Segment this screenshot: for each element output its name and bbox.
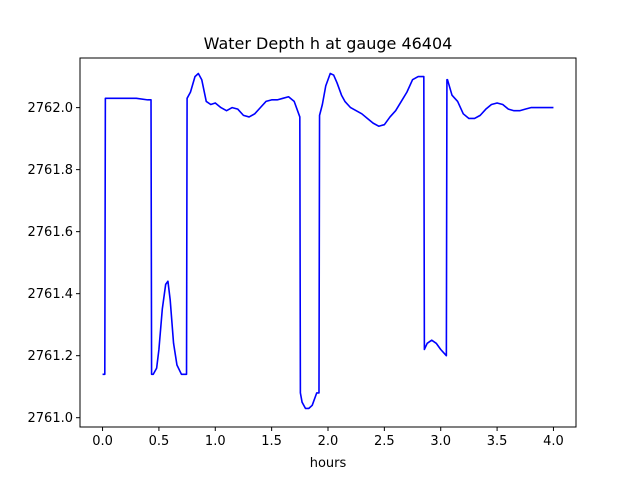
- x-tick-label: 0.0: [92, 434, 113, 449]
- axes-frame: [79, 57, 577, 428]
- plot-area: [102, 72, 554, 410]
- y-tick-label: 2761.0: [28, 411, 74, 426]
- y-tick-label: 2761.8: [28, 163, 74, 178]
- x-tick-label: 1.5: [261, 434, 282, 449]
- chart-title: Water Depth h at gauge 46404: [204, 34, 453, 53]
- x-tick-label: 2.5: [374, 434, 395, 449]
- y-tick-label: 2762.0: [28, 101, 74, 116]
- x-tick-label: 4.0: [543, 434, 564, 449]
- x-tick-label: 3.5: [487, 434, 508, 449]
- x-tick-label: 0.5: [149, 434, 170, 449]
- y-tick-label: 2761.6: [28, 225, 74, 240]
- x-tick-label: 2.0: [318, 434, 339, 449]
- y-tick-label: 2761.2: [28, 349, 74, 364]
- axes: 0.0 0.5 1.0 1.5 2.0 2.5 3.0 3.5 4.0 2761.0 2761.2 2…: [28, 101, 564, 449]
- x-tick-label: 3.0: [430, 434, 451, 449]
- series-line-0: [102, 72, 554, 410]
- y-tick-label: 2761.4: [28, 287, 74, 302]
- x-axis-label: hours: [310, 456, 347, 471]
- x-tick-label: 1.0: [205, 434, 226, 449]
